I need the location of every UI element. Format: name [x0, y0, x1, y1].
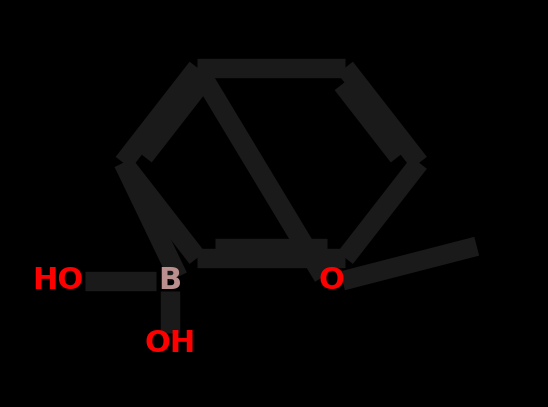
Text: O: O: [318, 266, 345, 295]
Text: HO: HO: [32, 266, 83, 295]
Text: OH: OH: [144, 329, 196, 359]
Text: B: B: [158, 266, 181, 295]
